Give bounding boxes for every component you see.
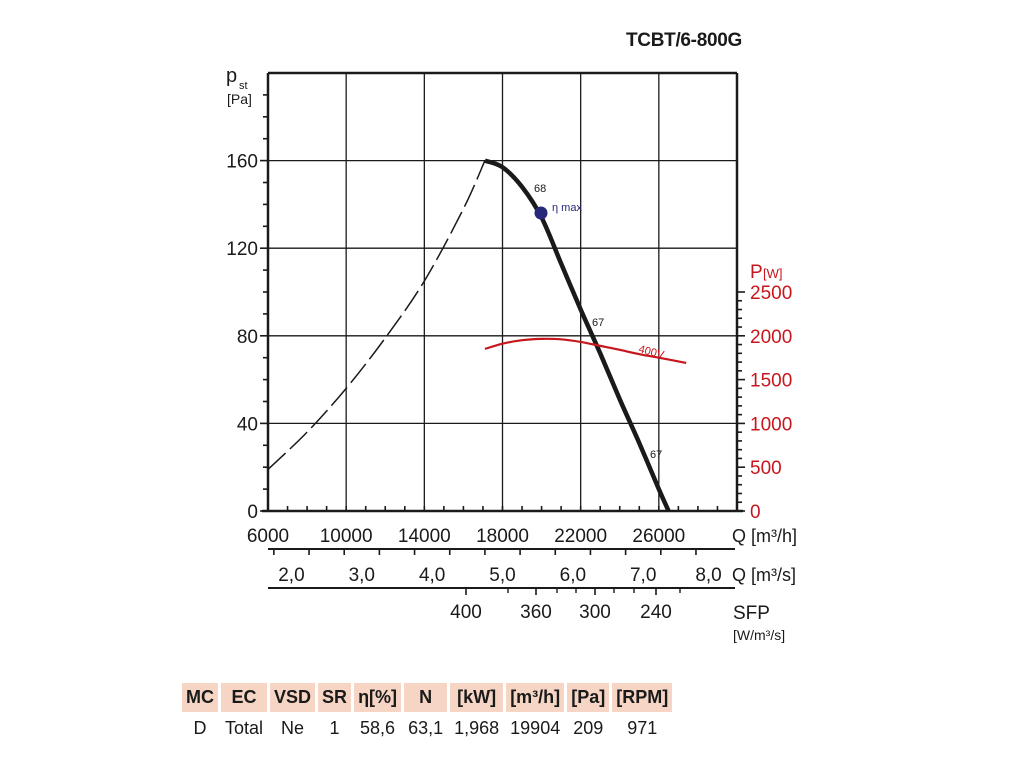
y-tick-label: 160	[226, 152, 258, 173]
cell-sr: 1	[329, 717, 340, 738]
header-n: N	[404, 683, 448, 712]
cell-rpm: 971	[627, 717, 658, 738]
y-tick-label: 0	[247, 502, 258, 523]
x-axis-title: Q [m³/h]	[732, 526, 797, 546]
y2-axis-unit: [W]	[763, 266, 783, 281]
x2-tick-label: 6,0	[560, 565, 586, 586]
efficiency-label: 68	[534, 183, 546, 195]
series-pst-unstable-region	[267, 160, 486, 470]
header-mc: MC	[182, 683, 218, 712]
x2-tick-label: 5,0	[489, 565, 515, 586]
x2-tick-label: 2,0	[278, 565, 304, 586]
header-flow: [m³/h]	[506, 683, 565, 712]
efficiency-label: 67	[592, 317, 604, 329]
header-pa: [Pa]	[567, 683, 610, 712]
cell-mc: D	[193, 717, 207, 738]
sfp-tick-label: 360	[520, 602, 552, 623]
y2-tick-label: 2500	[750, 283, 792, 304]
y-tick-label: 40	[237, 414, 258, 435]
table-header-row: MC EC VSD SR η[%] N [kW] [m³/h] [Pa] [RP…	[182, 683, 673, 712]
y-tick-label: 120	[226, 239, 258, 260]
x-tick-label: 10000	[320, 526, 373, 547]
x-tick-label: 26000	[632, 526, 685, 547]
cell-kw: 1,968	[454, 717, 500, 738]
cell-efficiency: 58,6	[360, 717, 396, 738]
x2-tick-label: 3,0	[349, 565, 375, 586]
eta-max-label: η max	[552, 202, 582, 214]
x-tick-label: 6000	[247, 526, 289, 547]
series-400v	[484, 337, 687, 365]
series-pst	[484, 158, 671, 512]
cell-vsd: Ne	[281, 717, 305, 738]
x2-tick-label: 7,0	[630, 565, 656, 586]
table-row: D Total Ne 1 58,6 63,1 1,968 19904 209 9…	[182, 715, 672, 741]
x-tick-label: 22000	[554, 526, 607, 547]
efficiency-label: 67	[650, 449, 662, 461]
cell-ec: Total	[225, 717, 264, 738]
cell-n: 63,1	[408, 717, 444, 738]
curves	[267, 158, 687, 512]
x2-tick-label: 8,0	[695, 565, 721, 586]
header-vsd: VSD	[270, 683, 316, 712]
sfp-axis-unit: [W/m³/s]	[733, 627, 785, 643]
y2-tick-label: 1000	[750, 414, 792, 435]
y-tick-label: 80	[237, 327, 258, 348]
cell-flow: 19904	[510, 717, 561, 738]
header-ec: EC	[221, 683, 268, 712]
x-tick-label: 18000	[476, 526, 529, 547]
y2-tick-label: 500	[750, 458, 782, 479]
eta-max-marker	[534, 206, 548, 220]
y2-tick-label: 0	[750, 502, 761, 523]
y2-tick-label: 1500	[750, 371, 792, 392]
performance-table: MC EC VSD SR η[%] N [kW] [m³/h] [Pa] [RP…	[179, 680, 675, 744]
header-sr: SR	[318, 683, 352, 712]
chart-title: TCBT/6-800G	[625, 30, 742, 51]
y-axis-title-subscript: st	[239, 80, 248, 92]
y-axis-unit: [Pa]	[227, 91, 252, 107]
header-rpm: [RPM]	[612, 683, 673, 712]
cell-pa: 209	[573, 717, 604, 738]
x2-axis-title: Q [m³/s]	[732, 565, 796, 585]
x-tick-label: 14000	[398, 526, 451, 547]
header-efficiency: η[%]	[354, 683, 402, 712]
y-axis-title: p	[226, 65, 237, 87]
y2-tick-label: 2000	[750, 327, 792, 348]
sfp-tick-label: 300	[579, 602, 611, 623]
x2-tick-label: 4,0	[419, 565, 445, 586]
sfp-tick-label: 240	[640, 602, 672, 623]
y2-axis-title: P	[750, 262, 763, 283]
voltage-label: 400V	[637, 343, 666, 361]
sfp-axis-title: SFP	[733, 603, 770, 624]
sfp-tick-label: 400	[450, 602, 482, 623]
grid	[268, 73, 737, 511]
axes	[260, 71, 745, 595]
header-kw: [kW]	[450, 683, 504, 712]
